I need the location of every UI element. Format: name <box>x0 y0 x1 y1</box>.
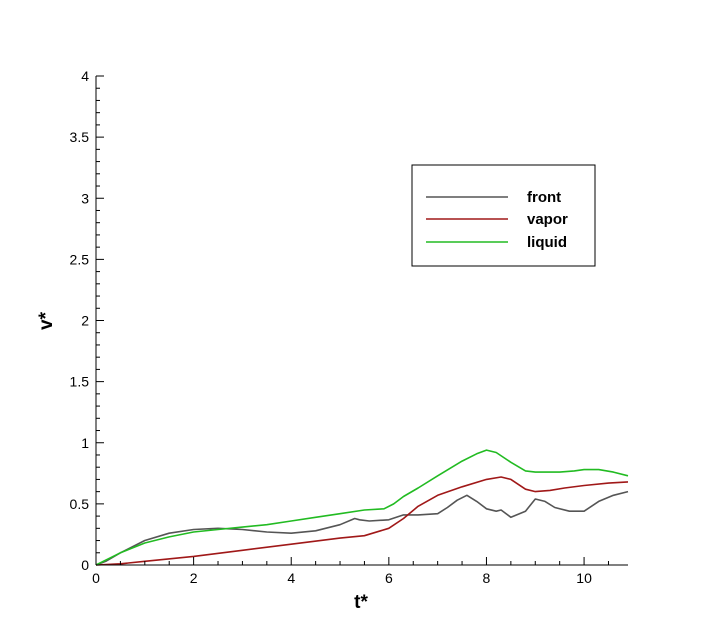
legend-label-liquid: liquid <box>527 234 567 251</box>
y-tick-label: 4 <box>81 68 89 84</box>
y-tick-label: 2.5 <box>70 251 90 267</box>
y-tick-label: 3.5 <box>70 129 90 145</box>
legend-box <box>411 164 596 267</box>
y-tick-label: 2 <box>81 313 89 329</box>
y-tick-label: 1 <box>81 435 89 451</box>
series-line-liquid <box>95 449 629 566</box>
y-axis-title: v* <box>36 311 57 330</box>
x-tick-label: 0 <box>92 570 100 586</box>
legend-label-front: front <box>527 189 561 206</box>
y-tick-label: 0 <box>81 557 89 573</box>
x-tick-label: 6 <box>385 570 393 586</box>
plot-area: 0 2 4 6 8 10 0 0.5 1 1.5 2 2.5 3 3.5 4 <box>70 68 629 586</box>
series-line-front <box>95 490 629 566</box>
x-axis-title: t* <box>354 592 368 613</box>
legend-label-vapor: vapor <box>527 211 568 228</box>
y-tick-label: 1.5 <box>70 374 90 390</box>
x-tick-label: 2 <box>190 570 198 586</box>
x-tick-label: 10 <box>576 570 592 586</box>
y-tick-label: 0.5 <box>70 496 90 512</box>
x-tick-label: 8 <box>483 570 491 586</box>
legend: front vapor liquid <box>411 164 596 267</box>
series-line-vapor <box>95 476 629 566</box>
x-tick-label: 4 <box>287 570 295 586</box>
y-tick-label: 3 <box>81 190 89 206</box>
